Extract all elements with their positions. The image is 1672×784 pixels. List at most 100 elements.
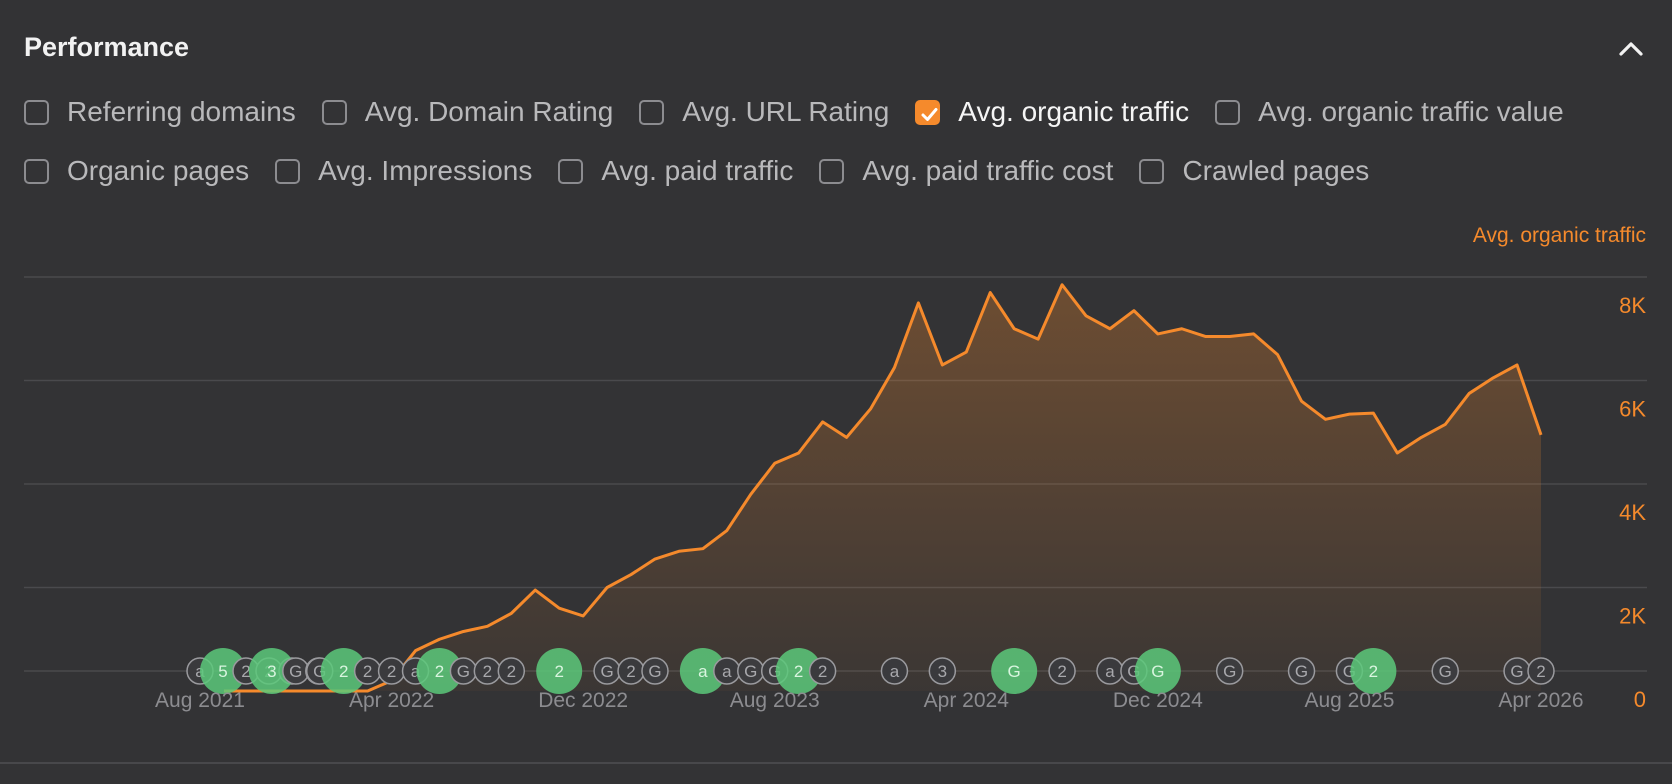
marker-label: a — [698, 662, 708, 681]
metric-label: Avg. URL Rating — [682, 96, 890, 127]
metric-referring-domains[interactable]: Referring domains — [24, 96, 296, 128]
checkbox[interactable] — [275, 158, 301, 184]
metric-organic-pages[interactable]: Organic pages — [24, 155, 249, 187]
event-marker: G — [1134, 648, 1181, 694]
marker-circle — [248, 648, 295, 694]
y-axis-title: Avg. organic traffic — [1473, 224, 1646, 247]
checkbox[interactable] — [1215, 99, 1241, 125]
event-marker: G — [991, 648, 1038, 694]
marker-label: G — [1439, 662, 1452, 681]
marker-circle — [1431, 657, 1459, 685]
marker-circle — [991, 648, 1038, 694]
metric-label: Avg. paid traffic cost — [862, 155, 1114, 186]
event-marker: a — [1096, 657, 1124, 685]
event-marker: 2 — [497, 657, 526, 685]
marker-circle — [928, 657, 957, 685]
y-tick-label: 4K — [1619, 500, 1646, 525]
marker-label: 2 — [1536, 662, 1545, 681]
marker-circle — [679, 648, 726, 694]
checkbox-checked[interactable] — [915, 99, 941, 125]
marker-label: G — [1151, 662, 1164, 681]
y-tick-label: 2K — [1619, 604, 1646, 629]
event-marker: a — [713, 657, 741, 685]
marker-label: 2 — [339, 662, 348, 681]
marker-label: 2 — [387, 662, 396, 681]
metric-label: Avg. Impressions — [318, 155, 533, 186]
metric-avg-url-rating[interactable]: Avg. URL Rating — [639, 96, 889, 128]
event-marker: G — [593, 657, 621, 685]
marker-circle — [880, 657, 909, 685]
metric-avg-organic-traffic[interactable]: Avg. organic traffic — [915, 96, 1189, 128]
marker-circle — [200, 648, 246, 694]
marker-circle — [416, 648, 463, 694]
metric-avg-domain-rating[interactable]: Avg. Domain Rating — [321, 96, 613, 128]
x-tick-label: Dec 2024 — [1113, 689, 1203, 712]
checkbox[interactable] — [1139, 158, 1165, 184]
metrics-row-1: Referring domains Avg. Domain Rating Avg… — [24, 96, 1590, 128]
marker-label: a — [890, 662, 900, 681]
event-marker: 2 — [1527, 657, 1555, 685]
x-tick-label: Apr 2022 — [349, 689, 434, 712]
marker-label: 2 — [554, 662, 563, 681]
event-marker: 2 — [536, 648, 583, 694]
event-marker: 2 — [473, 657, 502, 685]
marker-label: G — [457, 662, 470, 681]
x-tick-label: Apr 2026 — [1498, 689, 1583, 712]
marker-label: G — [648, 662, 661, 681]
metric-label: Avg. paid traffic — [601, 155, 794, 186]
marker-label: 2 — [507, 662, 516, 681]
metric-avg-paid-traffic[interactable]: Avg. paid traffic — [558, 155, 793, 187]
checkmark-icon — [921, 107, 938, 121]
marker-label: a — [722, 662, 732, 681]
metric-label: Organic pages — [67, 155, 250, 186]
event-marker: 2 — [1048, 657, 1076, 685]
checkbox[interactable] — [819, 158, 845, 184]
metric-crawled-pages[interactable]: Crawled pages — [1139, 155, 1369, 187]
event-marker: 3 — [928, 657, 957, 685]
marker-label: G — [1223, 662, 1236, 681]
metric-avg-impressions[interactable]: Avg. Impressions — [275, 155, 532, 187]
marker-circle — [1527, 657, 1555, 685]
panel-title: Performance — [24, 32, 190, 62]
marker-circle — [808, 657, 837, 685]
metric-avg-paid-traffic-cost[interactable]: Avg. paid traffic cost — [819, 155, 1113, 187]
y-tick-label: 6K — [1619, 397, 1646, 422]
metrics-row-2: Organic pages Avg. Impressions Avg. paid… — [24, 155, 1395, 187]
marker-circle — [1048, 657, 1076, 685]
marker-label: 3 — [938, 662, 947, 681]
checkbox[interactable] — [24, 158, 49, 184]
marker-label: G — [600, 662, 613, 681]
marker-label: G — [289, 662, 302, 681]
event-marker: G — [449, 657, 478, 685]
event-marker: 2 — [416, 648, 463, 694]
marker-label: 2 — [1057, 662, 1066, 681]
marker-label: 3 — [267, 662, 276, 681]
event-marker: 2 — [808, 657, 837, 685]
marker-circle — [1287, 657, 1316, 685]
marker-circle — [1215, 657, 1244, 685]
marker-label: G — [744, 662, 757, 681]
metric-label: Avg. organic traffic value — [1258, 96, 1564, 127]
marker-circle — [497, 657, 526, 685]
traffic-chart[interactable]: Avg. organic traffic02K4K6K8Ka522a3GaG22… — [0, 220, 1672, 760]
event-marker: a — [880, 657, 909, 685]
event-marker: 2 — [320, 648, 367, 694]
event-marker: 2 — [1350, 648, 1397, 694]
checkbox[interactable] — [639, 99, 665, 125]
chevron-up-icon[interactable] — [1614, 32, 1648, 66]
chart-container: Avg. organic traffic02K4K6K8Ka522a3GaG22… — [0, 220, 1672, 760]
event-marker: 5 — [200, 648, 246, 694]
metric-label: Avg. organic traffic — [958, 96, 1190, 127]
event-marker: 2 — [775, 648, 822, 694]
x-tick-label: Aug 2025 — [1304, 689, 1394, 712]
event-marker: 2 — [353, 657, 382, 685]
checkbox[interactable] — [24, 99, 49, 125]
event-marker: G — [1215, 657, 1244, 685]
marker-label: a — [411, 662, 421, 681]
event-marker: 2 — [377, 657, 406, 685]
marker-circle — [1134, 648, 1181, 694]
metric-avg-organic-traffic-value[interactable]: Avg. organic traffic value — [1215, 96, 1564, 128]
checkbox[interactable] — [558, 158, 584, 184]
marker-label: 2 — [435, 662, 444, 681]
checkbox[interactable] — [321, 99, 347, 125]
